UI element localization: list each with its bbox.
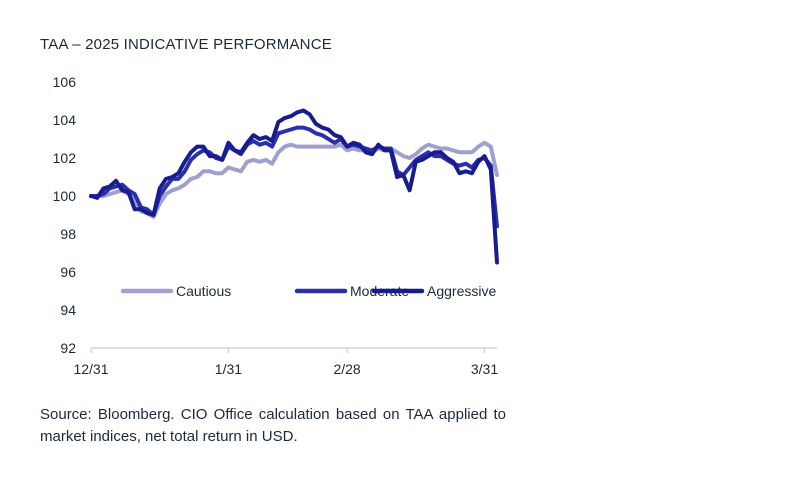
y-tick-label: 96 bbox=[60, 264, 76, 280]
y-tick-label: 92 bbox=[60, 340, 76, 356]
line-chart: 92 94 96 98 100 102 104 106 12/31 1/31 2/28 3/31 Ca… bbox=[53, 74, 499, 377]
legend-label-cautious: Cautious bbox=[176, 283, 231, 299]
y-tick-label: 106 bbox=[53, 74, 77, 90]
y-tick-label: 98 bbox=[60, 226, 76, 242]
x-tick-label: 12/31 bbox=[73, 361, 108, 377]
series-line-aggressive bbox=[89, 108, 499, 265]
source-note: Source: Bloomberg. CIO Office calculatio… bbox=[40, 406, 506, 445]
legend: CautiousModerateAggressive bbox=[120, 283, 496, 299]
axes: 92 94 96 98 100 102 104 106 12/31 1/31 2/28 3/31 bbox=[53, 74, 499, 377]
y-tick-label: 104 bbox=[53, 112, 77, 128]
series-line-cautious bbox=[89, 140, 499, 219]
chart-title: TAA – 2025 INDICATIVE PERFORMANCE bbox=[40, 36, 332, 53]
y-tick-label: 94 bbox=[60, 302, 76, 318]
x-tick-label: 2/28 bbox=[333, 361, 360, 377]
series-line-moderate bbox=[89, 125, 499, 229]
x-tick-label: 1/31 bbox=[215, 361, 242, 377]
y-tick-label: 100 bbox=[53, 188, 77, 204]
legend-label-aggressive: Aggressive bbox=[427, 283, 496, 299]
y-tick-label: 102 bbox=[53, 150, 77, 166]
series-lines bbox=[89, 108, 499, 265]
x-tick-label: 3/31 bbox=[471, 361, 498, 377]
